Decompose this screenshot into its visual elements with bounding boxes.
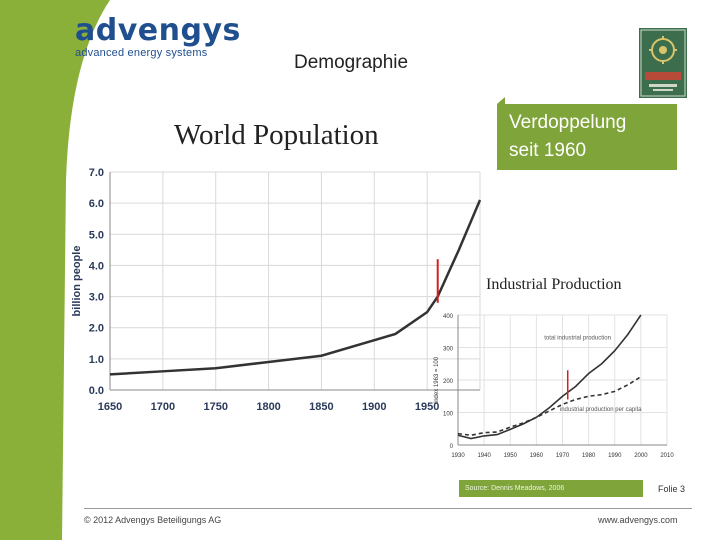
brand-name: advengys bbox=[75, 13, 241, 48]
wp-y-tick-label: 4.0 bbox=[89, 260, 104, 272]
ip-x-tick-label: 1930 bbox=[451, 453, 465, 459]
wp-y-tick-label: 3.0 bbox=[89, 292, 104, 304]
left-green-band bbox=[0, 0, 62, 540]
world-population-title: World Population bbox=[174, 119, 379, 151]
ip-x-tick-label: 1960 bbox=[530, 453, 544, 459]
ip-y-tick-label: 300 bbox=[443, 347, 454, 353]
footer-website[interactable]: www.advengys.com bbox=[598, 515, 678, 525]
wp-population-line bbox=[109, 199, 482, 376]
wp-x-tick-label: 1650 bbox=[98, 401, 122, 413]
slide-number: Folie 3 bbox=[658, 484, 686, 494]
wp-y-tick-label: 6.0 bbox=[89, 198, 104, 210]
wp-x-tick-label: 1850 bbox=[309, 401, 333, 413]
wp-x-tick-label: 1900 bbox=[362, 401, 386, 413]
ip-x-tick-label: 1970 bbox=[556, 453, 570, 459]
ip-x-tick-label: 1950 bbox=[504, 453, 518, 459]
world-population-chart: 0.0 1.0 2.0 3.0 4.0 5.0 6.0 7.0 1650 1700 1750 1800… bbox=[71, 167, 482, 413]
wp-x-tick-label: 1950 bbox=[415, 401, 439, 413]
ip-x-tick-label: 1980 bbox=[582, 453, 596, 459]
ip-y-tick-label: 0 bbox=[450, 444, 454, 450]
callout-box: Verdoppelung seit 1960 bbox=[497, 104, 677, 170]
ip-x-tick-label: 1940 bbox=[477, 453, 491, 459]
ip-per-capita-line bbox=[457, 376, 642, 437]
footer-divider bbox=[84, 508, 692, 509]
industrial-production-chart: 0 100 200 300 400 1930 1940 1950 1960 1970 1980 199… bbox=[434, 314, 674, 459]
wp-y-tick-label: 1.0 bbox=[89, 354, 104, 366]
ip-x-tick-label: 2000 bbox=[634, 453, 648, 459]
ip-y-axis-label: index 1963 = 100 bbox=[434, 356, 440, 403]
wp-y-tick-label: 2.0 bbox=[89, 323, 104, 335]
ip-x-tick-label: 1990 bbox=[608, 453, 622, 459]
callout-line-1: Verdoppelung bbox=[509, 112, 627, 133]
slide-title: Demographie bbox=[294, 52, 409, 73]
wp-y-axis-label: billion people bbox=[71, 246, 83, 317]
ip-total-production-line bbox=[457, 314, 642, 440]
wp-y-tick-label: 0.0 bbox=[89, 385, 104, 397]
green-curve-decoration bbox=[62, 0, 110, 540]
footer-copyright: © 2012 Advengys Beteiligungs AG bbox=[84, 515, 222, 525]
ip-per-capita-series-label: industrial production per capita bbox=[560, 407, 642, 413]
wp-x-tick-label: 1800 bbox=[256, 401, 280, 413]
rotary-logo-icon bbox=[639, 28, 687, 98]
wp-y-tick-label: 7.0 bbox=[89, 167, 104, 179]
callout-line-2: seit 1960 bbox=[509, 140, 587, 161]
wp-y-tick-label: 5.0 bbox=[89, 229, 104, 241]
ip-y-tick-label: 400 bbox=[443, 314, 454, 320]
ip-y-tick-label: 100 bbox=[443, 412, 454, 418]
brand-logo: advengys advanced energy systems bbox=[75, 13, 241, 60]
callout-corner bbox=[497, 97, 505, 104]
brand-tagline: advanced energy systems bbox=[75, 47, 208, 59]
ip-x-tick-label: 2010 bbox=[660, 453, 674, 459]
source-note: Source: Dennis Meadows, 2006 bbox=[459, 480, 643, 497]
wp-x-tick-label: 1700 bbox=[151, 401, 175, 413]
wp-x-tick-label: 1750 bbox=[203, 401, 227, 413]
ip-total-series-label: total industrial production bbox=[544, 335, 611, 341]
industrial-production-title: Industrial Production bbox=[486, 276, 622, 293]
ip-y-tick-label: 200 bbox=[443, 379, 454, 385]
